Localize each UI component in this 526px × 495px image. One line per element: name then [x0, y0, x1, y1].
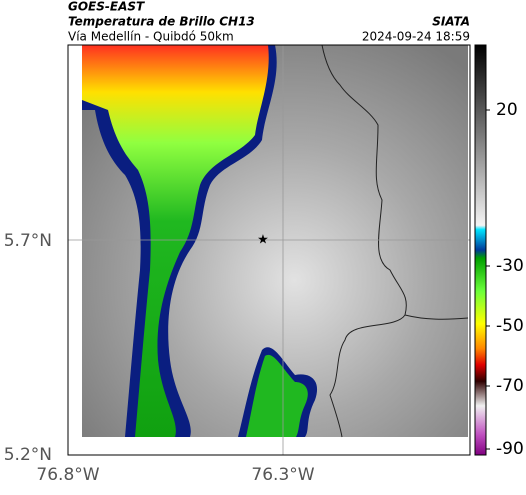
colorbar — [474, 44, 487, 456]
subtitle: Vía Medellín - Quibdó 50km — [68, 30, 234, 44]
lat-label: 5.7°N — [4, 231, 52, 251]
colorbar-label: -90 — [496, 439, 524, 459]
agency: SIATA — [432, 15, 470, 29]
colorbar-label: -70 — [496, 376, 524, 396]
colorbar-ticks — [486, 109, 490, 450]
map: ★ — [67, 44, 471, 456]
colorbar-label: 20 — [496, 100, 518, 120]
location-marker: ★ — [257, 233, 269, 248]
datetime: 2024-09-24 18:59 — [362, 30, 470, 44]
colorbar-label: -50 — [496, 316, 524, 336]
source: GOES-EAST — [68, 0, 145, 14]
lon-label: 76.8°W — [36, 465, 99, 485]
colorbar-label: -30 — [496, 256, 524, 276]
title: Temperatura de Brillo CH13 — [68, 15, 255, 29]
cloud-south-core — [246, 354, 308, 437]
map-frame — [67, 44, 471, 456]
cloud-core — [82, 45, 269, 437]
lat-label: 5.2°N — [4, 445, 52, 465]
borders — [321, 44, 469, 438]
lon-label: 76.3°W — [251, 465, 314, 485]
